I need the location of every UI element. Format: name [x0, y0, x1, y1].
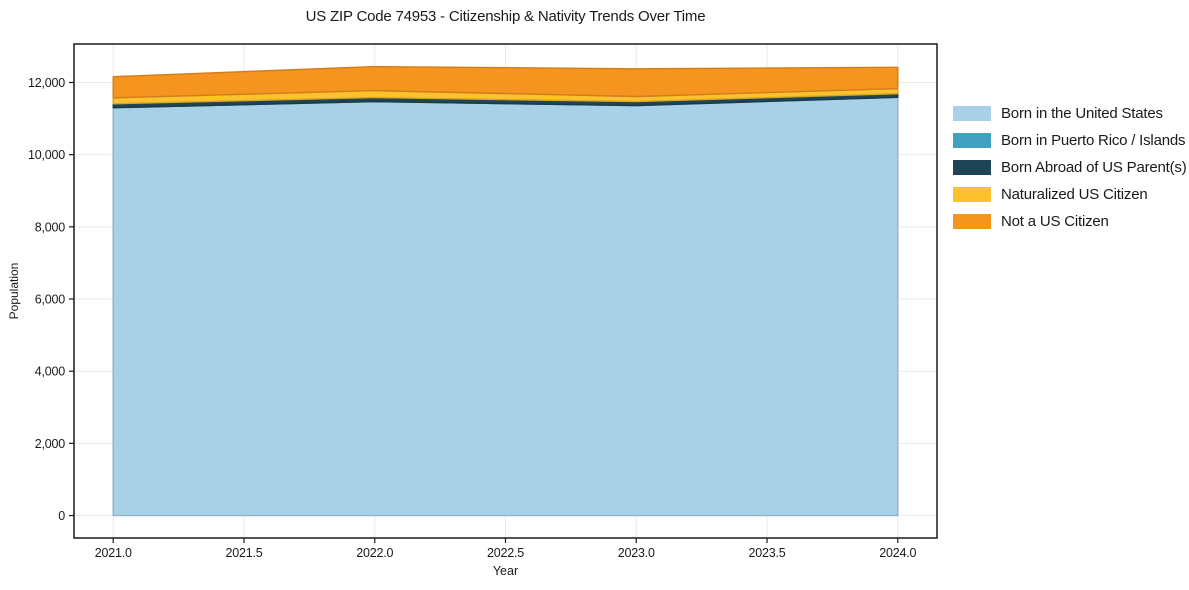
- area-band: [112, 65, 899, 99]
- legend-item: Born in the United States: [953, 100, 1187, 127]
- x-tick-label: 2023.5: [748, 546, 785, 560]
- legend-item: Not a US Citizen: [953, 208, 1187, 235]
- legend: Born in the United States Born in Puerto …: [953, 100, 1187, 235]
- legend-label: Born in the United States: [1001, 105, 1163, 122]
- y-tick-label: 6,000: [35, 293, 66, 307]
- y-tick-label: 10,000: [28, 148, 65, 162]
- x-tick-label: 2021.0: [95, 546, 132, 560]
- legend-swatch: [953, 187, 991, 202]
- legend-item: Born in Puerto Rico / Islands: [953, 127, 1187, 154]
- legend-item: Born Abroad of US Parent(s): [953, 154, 1187, 181]
- chart-title: US ZIP Code 74953 - Citizenship & Nativi…: [305, 8, 706, 25]
- legend-label: Naturalized US Citizen: [1001, 186, 1148, 203]
- x-tick-label: 2021.5: [225, 546, 262, 560]
- legend-label: Born in Puerto Rico / Islands: [1001, 132, 1186, 149]
- y-tick-label: 8,000: [35, 220, 66, 234]
- x-axis-label: Year: [492, 564, 519, 578]
- legend-swatch: [953, 160, 991, 175]
- y-tick-label: 2,000: [35, 437, 66, 451]
- x-tick-label: 2024.0: [879, 546, 916, 560]
- legend-item: Naturalized US Citizen: [953, 181, 1187, 208]
- x-tick-label: 2022.0: [356, 546, 393, 560]
- legend-label: Born Abroad of US Parent(s): [1001, 159, 1187, 176]
- x-tick-label: 2022.5: [487, 546, 524, 560]
- legend-swatch: [953, 106, 991, 121]
- legend-swatch: [953, 133, 991, 148]
- y-tick-label: 12,000: [28, 76, 65, 90]
- legend-label: Not a US Citizen: [1001, 213, 1109, 230]
- y-tick-label: 0: [58, 509, 65, 523]
- area-band: [112, 96, 899, 517]
- legend-swatch: [953, 214, 991, 229]
- y-tick-label: 4,000: [35, 365, 66, 379]
- x-tick-label: 2023.0: [618, 546, 655, 560]
